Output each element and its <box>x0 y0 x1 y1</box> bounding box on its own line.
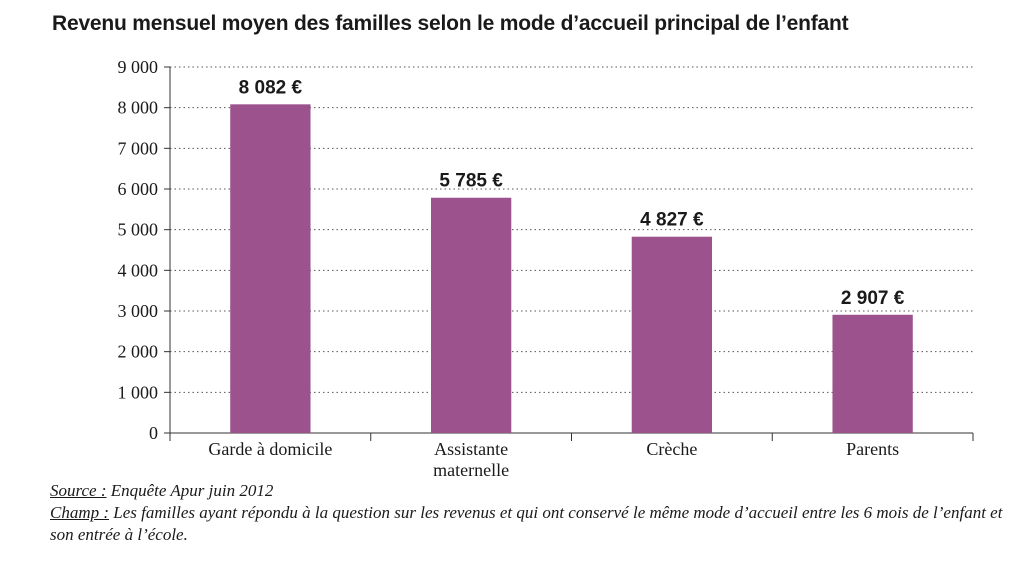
x-tick-label: Parents <box>846 439 899 459</box>
y-tick-label: 6 000 <box>118 179 159 199</box>
chart-notes: Source : Enquête Apur juin 2012 Champ : … <box>50 480 1020 546</box>
bar <box>230 104 311 433</box>
bar <box>430 197 512 433</box>
scope-label: Champ : <box>50 503 110 522</box>
y-tick-label: 1 000 <box>118 382 159 402</box>
bar <box>832 314 913 433</box>
scope-note: Champ : Les familles ayant répondu à la … <box>50 502 1020 546</box>
y-tick-label: 8 000 <box>118 98 159 118</box>
y-tick-label: 2 000 <box>118 342 159 362</box>
y-tick-label: 4 000 <box>118 260 159 280</box>
data-label: 5 785 € <box>439 171 503 192</box>
chart-title: Revenu mensuel moyen des familles selon … <box>52 12 849 35</box>
y-tick-label: 5 000 <box>118 220 159 240</box>
data-label: 8 082 € <box>239 77 303 98</box>
x-tick-label: Crèche <box>646 439 697 459</box>
y-tick-label: 3 000 <box>118 301 159 321</box>
data-label: 4 827 € <box>640 210 704 231</box>
y-tick-label: 7 000 <box>118 138 159 158</box>
source-text: Enquête Apur juin 2012 <box>106 481 274 500</box>
y-tick-label: 0 <box>149 423 158 443</box>
scope-text: Les familles ayant répondu à la question… <box>50 503 1003 544</box>
x-tick-label: Assistante <box>434 439 508 459</box>
bar <box>631 236 713 433</box>
source-label: Source : <box>50 481 107 500</box>
source-note: Source : Enquête Apur juin 2012 <box>50 480 1020 502</box>
data-label: 2 907 € <box>841 288 905 309</box>
y-tick-label: 9 000 <box>118 57 159 77</box>
x-tick-label: maternelle <box>433 460 509 480</box>
x-tick-label: Garde à domicile <box>208 439 332 459</box>
